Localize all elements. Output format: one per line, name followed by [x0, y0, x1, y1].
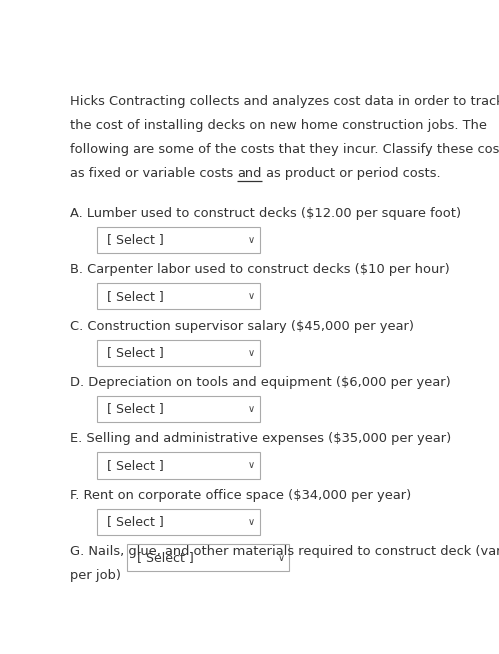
Text: G. Nails, glue, and other materials required to construct deck (varies: G. Nails, glue, and other materials requ…	[70, 545, 499, 559]
Text: ∨: ∨	[248, 517, 254, 527]
Text: as product or period costs.: as product or period costs.	[262, 167, 441, 180]
Text: D. Depreciation on tools and equipment ($6,000 per year): D. Depreciation on tools and equipment (…	[70, 376, 451, 389]
Text: ∨: ∨	[248, 460, 254, 470]
Text: ∨: ∨	[248, 348, 254, 358]
Text: and: and	[238, 167, 262, 180]
FancyBboxPatch shape	[97, 396, 259, 422]
Text: [ Select ]: [ Select ]	[107, 402, 164, 415]
Text: A. Lumber used to construct decks ($12.00 per square foot): A. Lumber used to construct decks ($12.0…	[70, 207, 461, 220]
FancyBboxPatch shape	[127, 545, 289, 571]
Text: per job): per job)	[70, 570, 121, 583]
Text: [ Select ]: [ Select ]	[107, 290, 164, 303]
Text: Hicks Contracting collects and analyzes cost data in order to track: Hicks Contracting collects and analyzes …	[70, 95, 499, 108]
Text: following are some of the costs that they incur. Classify these costs: following are some of the costs that the…	[70, 143, 499, 156]
Text: [ Select ]: [ Select ]	[107, 346, 164, 359]
Text: B. Carpenter labor used to construct decks ($10 per hour): B. Carpenter labor used to construct dec…	[70, 264, 450, 276]
FancyBboxPatch shape	[97, 283, 259, 309]
Text: ∨: ∨	[248, 291, 254, 301]
FancyBboxPatch shape	[97, 453, 259, 479]
FancyBboxPatch shape	[97, 509, 259, 535]
Text: C. Construction supervisor salary ($45,000 per year): C. Construction supervisor salary ($45,0…	[70, 320, 414, 333]
Text: F. Rent on corporate office space ($34,000 per year): F. Rent on corporate office space ($34,0…	[70, 489, 411, 502]
Text: ∨: ∨	[248, 235, 254, 245]
Text: [ Select ]: [ Select ]	[107, 459, 164, 472]
Text: ∨: ∨	[248, 404, 254, 414]
Text: ∨: ∨	[277, 553, 284, 562]
Text: the cost of installing decks on new home construction jobs. The: the cost of installing decks on new home…	[70, 119, 487, 131]
Text: E. Selling and administrative expenses ($35,000 per year): E. Selling and administrative expenses (…	[70, 432, 452, 445]
Text: [ Select ]: [ Select ]	[107, 233, 164, 247]
Text: [ Select ]: [ Select ]	[107, 515, 164, 528]
Text: as fixed or variable costs: as fixed or variable costs	[70, 167, 238, 180]
FancyBboxPatch shape	[97, 227, 259, 253]
FancyBboxPatch shape	[97, 339, 259, 366]
Text: [ Select ]: [ Select ]	[137, 551, 193, 564]
